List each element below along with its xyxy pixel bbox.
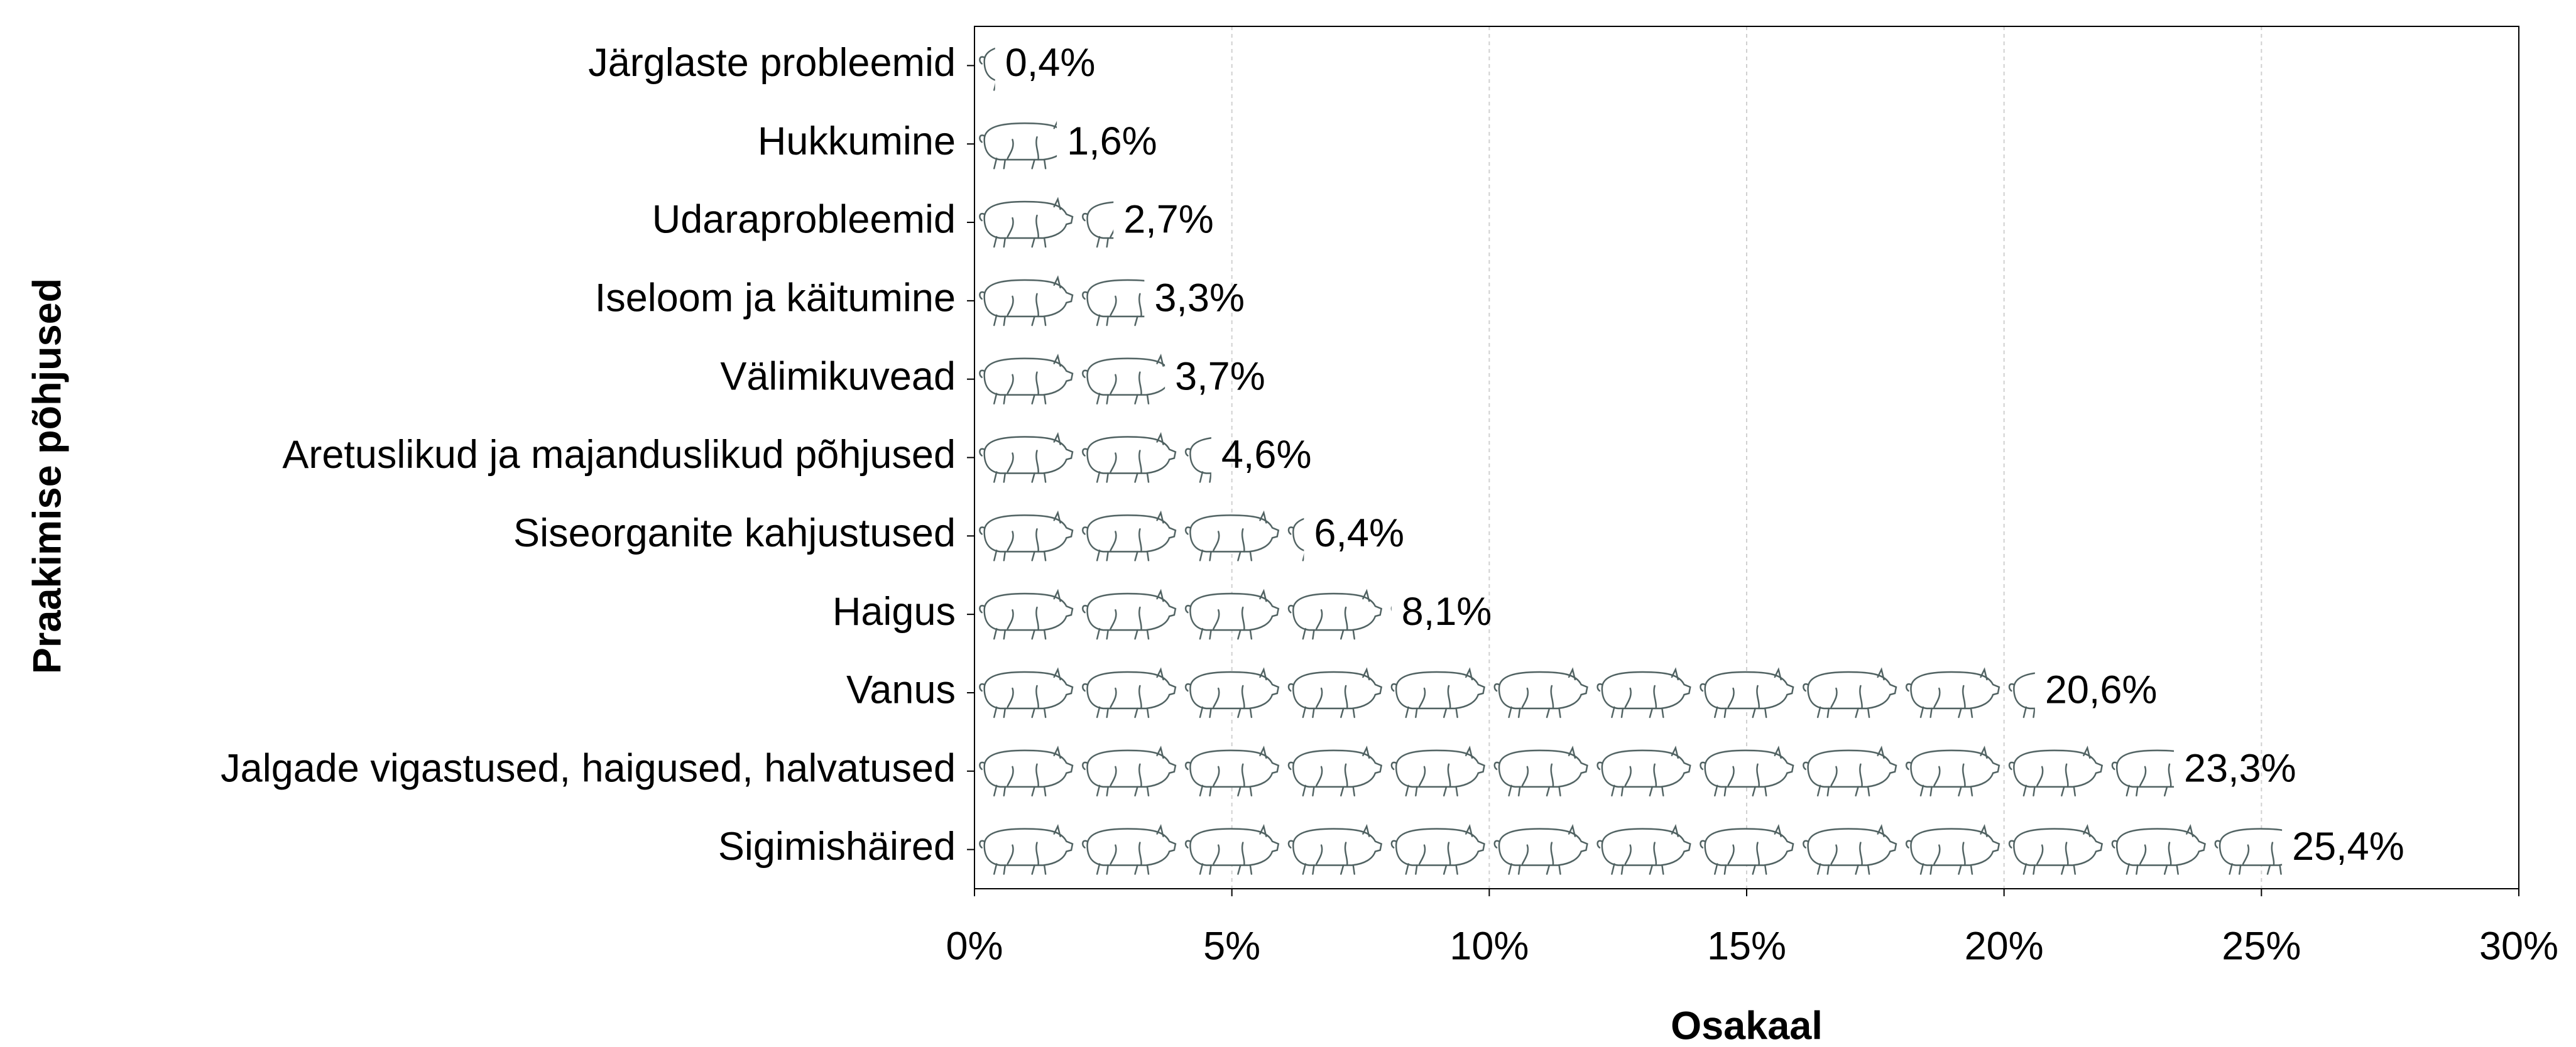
value-label: 1,6% [1067, 119, 1157, 163]
value-label: 25,4% [2292, 825, 2404, 869]
bar [974, 506, 1304, 565]
bar [974, 193, 1113, 252]
bar [974, 820, 2282, 879]
y-tick-label: Jalgade vigastused, haigused, halvatused [221, 746, 956, 790]
bar [974, 585, 1392, 644]
value-label: 20,6% [2045, 668, 2158, 712]
bar [974, 271, 1144, 330]
chart: Osakaal Praakimise põhjused 0% 5% 10% 15% 20… [0, 0, 2576, 1047]
bar [974, 742, 2174, 801]
y-tick-label: Iseloom ja käitumine [595, 276, 956, 320]
bar [974, 114, 1057, 173]
y-tick-label: Järglaste probleemid [588, 41, 956, 85]
value-label: 8,1% [1402, 590, 1492, 634]
y-tick-label: Välimikuvead [720, 354, 956, 398]
y-axis-title: Praakimise põhjused [26, 278, 70, 674]
x-tick-label: 25% [2222, 925, 2301, 968]
value-label: 3,7% [1175, 354, 1265, 398]
y-tick-label: Haigus [832, 590, 956, 634]
x-tick-label: 15% [1707, 925, 1786, 968]
x-tick-label: 0% [946, 925, 1003, 968]
bar [974, 36, 995, 95]
bar [974, 428, 1211, 487]
value-label: 23,3% [2184, 746, 2296, 790]
y-tick-label: Hukkumine [758, 119, 956, 163]
y-tick-label: Aretuslikud ja majanduslikud põhjused [282, 433, 956, 477]
x-tick-label: 10% [1449, 925, 1529, 968]
value-label: 3,3% [1154, 276, 1245, 320]
bar [974, 663, 2035, 722]
value-label: 0,4% [1005, 41, 1096, 85]
x-axis-title: Osakaal [1671, 1004, 1823, 1047]
x-tick-label: 5% [1203, 925, 1260, 968]
y-tick-label: Sigimishäired [718, 825, 956, 869]
x-tick-label: 30% [2479, 925, 2558, 968]
value-label: 2,7% [1123, 198, 1214, 242]
y-tick-label: Siseorganite kahjustused [513, 511, 956, 555]
y-tick-label: Vanus [846, 668, 956, 712]
value-label: 4,6% [1221, 433, 1312, 477]
y-tick-label: Udaraprobleemid [652, 198, 956, 242]
x-tick-label: 20% [1965, 925, 2044, 968]
bar [974, 350, 1165, 409]
value-label: 6,4% [1314, 511, 1404, 555]
